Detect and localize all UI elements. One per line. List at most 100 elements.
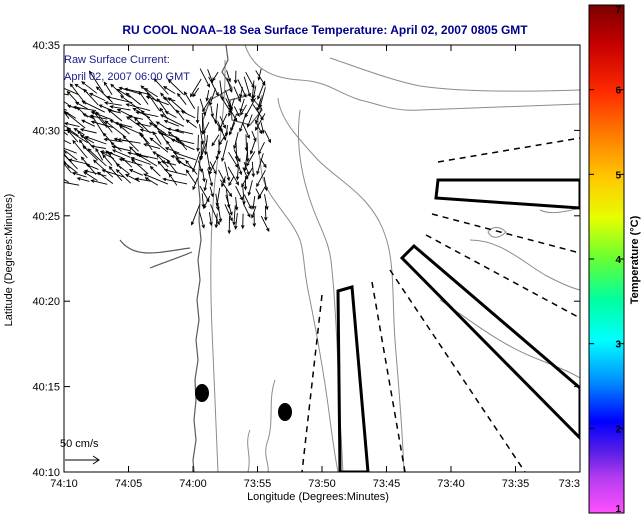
- current-vector-arrow: [243, 194, 252, 210]
- current-vector-arrow: [183, 91, 196, 110]
- current-vector-arrow: [251, 130, 257, 142]
- current-vector-arrow: [215, 149, 220, 161]
- x-tick-label: 73:45: [373, 478, 401, 490]
- current-vector-arrow: [242, 203, 251, 218]
- current-vector-arrow: [249, 139, 256, 155]
- current-vector-arrow: [102, 154, 113, 166]
- current-vector-arrow: [116, 88, 131, 98]
- x-axis-ticks: 74:10 74:05 74:00 73:55 73:50 73:45 73:40 73:35…: [50, 45, 581, 490]
- x-tick-label: 73:35: [502, 478, 530, 490]
- current-vector-arrow: [239, 98, 245, 113]
- current-vector-arrow: [88, 92, 106, 102]
- scale-label: 50 cm/s: [60, 438, 99, 450]
- surface-current-vectors: [45, 68, 271, 235]
- current-vector-arrow: [196, 134, 200, 152]
- current-vector-arrow: [225, 194, 233, 216]
- current-vector-arrow: [242, 123, 250, 139]
- current-vector-arrow: [118, 158, 143, 166]
- current-vector-arrow: [185, 119, 197, 128]
- current-vector-arrow: [206, 152, 212, 171]
- current-vector-arrow: [207, 168, 214, 187]
- current-vector-arrow: [167, 79, 185, 95]
- current-vector-arrow: [143, 143, 161, 150]
- current-vector-arrow: [246, 151, 256, 167]
- current-vector-arrow: [252, 212, 257, 228]
- current-vector-arrow: [234, 197, 239, 211]
- current-vector-arrow: [189, 78, 202, 98]
- current-vector-arrow: [90, 144, 106, 149]
- current-vector-arrow: [114, 121, 133, 128]
- current-vector-arrow: [88, 70, 104, 94]
- current-vector-arrow: [227, 166, 240, 186]
- current-vector-arrow: [123, 87, 150, 95]
- current-vector-arrow: [239, 112, 247, 133]
- current-vector-arrow: [81, 119, 96, 127]
- current-vector-arrow: [64, 111, 86, 129]
- current-vector-arrow: [264, 130, 271, 144]
- current-vector-arrow: [203, 179, 208, 192]
- current-vector-arrow: [170, 154, 185, 160]
- current-vector-arrow: [210, 204, 220, 226]
- current-vector-arrow: [119, 95, 141, 111]
- current-vector-arrow: [202, 121, 210, 135]
- current-vector-arrow: [240, 213, 245, 230]
- current-vector-arrow: [144, 177, 159, 186]
- current-vector-arrow: [228, 122, 236, 136]
- current-vector-arrow: [76, 177, 90, 182]
- current-vector-arrow: [133, 117, 151, 134]
- current-vector-arrow: [219, 179, 233, 198]
- current-vector-arrow: [237, 79, 247, 98]
- current-vector-arrow: [163, 119, 180, 127]
- current-vector-arrow: [45, 91, 60, 96]
- current-vector-arrow: [64, 131, 68, 136]
- current-vector-arrow: [135, 110, 159, 118]
- current-vector-arrow: [107, 151, 123, 159]
- current-vector-arrow: [199, 140, 208, 162]
- current-vector-arrow: [110, 141, 122, 152]
- current-vector-arrow: [117, 123, 142, 135]
- current-vector-arrow: [125, 92, 142, 106]
- current-vector-arrow: [164, 111, 177, 118]
- current-vector-arrow: [149, 165, 161, 177]
- current-vector-arrow: [81, 100, 105, 113]
- current-vector-arrow: [221, 140, 228, 162]
- current-vector-arrow: [199, 98, 207, 117]
- current-vector-arrow: [109, 105, 131, 111]
- current-vector-arrow: [64, 150, 67, 154]
- current-vector-arrow: [102, 132, 113, 144]
- current-vector-arrow: [209, 88, 216, 107]
- current-vector-arrow: [163, 86, 176, 94]
- current-vector-arrow: [64, 149, 78, 161]
- current-vector-arrow: [176, 160, 194, 170]
- current-vector-arrow: [263, 176, 268, 192]
- current-vector-arrow: [128, 169, 143, 176]
- current-vector-arrow: [131, 158, 149, 175]
- sampling-site-marker: [195, 384, 209, 402]
- current-vector-arrow: [225, 98, 231, 109]
- current-vector-arrow: [64, 122, 80, 128]
- current-vector-arrow: [166, 159, 178, 174]
- x-tick-label: 74:00: [179, 478, 207, 490]
- current-vector-arrow: [251, 195, 256, 210]
- current-vector-arrow: [264, 194, 269, 211]
- current-vector-arrow: [243, 76, 252, 98]
- current-vector-arrow: [48, 172, 61, 177]
- y-tick-label: 40:10: [32, 467, 60, 479]
- current-vector-arrow: [81, 81, 98, 94]
- y-tick-label: 40:30: [32, 125, 60, 137]
- current-vector-arrow: [170, 138, 195, 151]
- colorbar-tick-label: 3: [615, 340, 621, 351]
- current-vector-arrow: [157, 160, 171, 176]
- current-vector-arrow: [233, 149, 241, 163]
- current-vector-arrow: [152, 151, 170, 162]
- current-vector-arrow: [254, 113, 266, 131]
- current-vector-arrow: [208, 76, 219, 97]
- current-vector-arrow: [111, 145, 131, 152]
- current-vector-arrow: [201, 169, 206, 183]
- current-vector-arrow: [95, 86, 113, 103]
- current-vector-arrow: [156, 98, 169, 114]
- current-vector-arrow: [235, 167, 240, 181]
- current-vector-arrow: [64, 110, 77, 119]
- current-vector-arrow: [260, 158, 267, 169]
- current-vector-arrow: [243, 151, 248, 172]
